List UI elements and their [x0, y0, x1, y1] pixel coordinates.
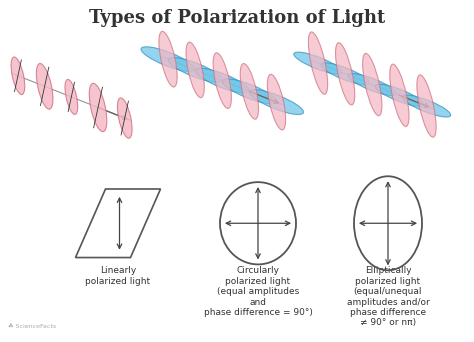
Ellipse shape [336, 43, 355, 105]
Ellipse shape [213, 53, 231, 108]
Text: Circularly
polarized light
(equal amplitudes
and
phase difference = 90°): Circularly polarized light (equal amplit… [203, 266, 312, 317]
Ellipse shape [294, 52, 342, 74]
Ellipse shape [65, 79, 78, 114]
Ellipse shape [89, 83, 107, 132]
Ellipse shape [321, 63, 369, 85]
Text: Elliptically
polarized light
(equal/unequal
amplitudes and/or
phase difference
≠: Elliptically polarized light (equal/uneq… [346, 266, 429, 327]
Ellipse shape [159, 31, 177, 87]
Ellipse shape [186, 42, 204, 98]
Ellipse shape [141, 47, 195, 71]
Text: ☘ ScienceFacts: ☘ ScienceFacts [8, 324, 56, 329]
Ellipse shape [249, 90, 303, 115]
Ellipse shape [390, 64, 409, 127]
Ellipse shape [363, 53, 382, 116]
Ellipse shape [240, 64, 258, 119]
Ellipse shape [417, 75, 436, 137]
Ellipse shape [168, 57, 222, 82]
Text: Linearly
polarized light: Linearly polarized light [85, 266, 151, 286]
Ellipse shape [348, 74, 396, 95]
Ellipse shape [267, 74, 286, 130]
Ellipse shape [195, 68, 249, 93]
Ellipse shape [309, 32, 328, 94]
Ellipse shape [222, 79, 276, 104]
Ellipse shape [402, 95, 451, 117]
Ellipse shape [118, 98, 132, 138]
Ellipse shape [375, 84, 424, 106]
Text: Types of Polarization of Light: Types of Polarization of Light [89, 9, 385, 27]
Ellipse shape [36, 64, 53, 109]
Ellipse shape [11, 57, 25, 95]
